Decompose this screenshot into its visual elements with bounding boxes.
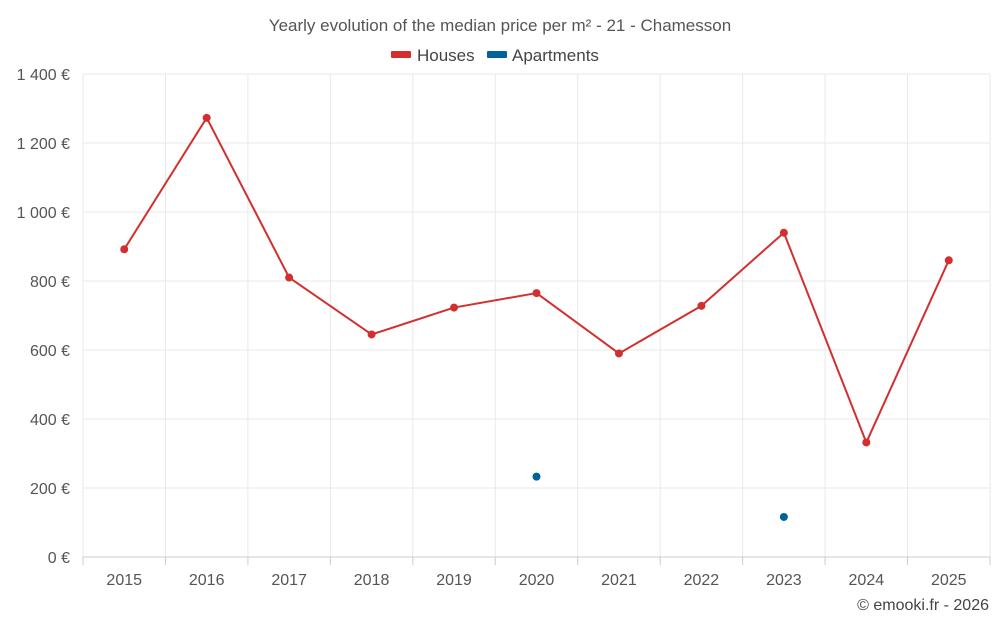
- series-houses: [120, 113, 953, 447]
- y-tick-label: 200 €: [30, 481, 70, 498]
- x-tick-label: 2025: [931, 572, 967, 589]
- chart-title: Yearly evolution of the median price per…: [269, 16, 731, 35]
- data-point-houses-2018[interactable]: [367, 330, 376, 339]
- data-point-houses-2019[interactable]: [450, 303, 459, 312]
- series: [120, 113, 953, 521]
- y-tick-label: 1 400 €: [17, 67, 70, 84]
- axes: 0 € 200 € 400 € 600 € 800 € 1 000 € 1 200 € 1 4…: [17, 67, 991, 589]
- data-point-houses-2024[interactable]: [862, 438, 871, 447]
- legend-swatch-houses: [391, 51, 411, 58]
- x-tick-label: 2024: [849, 572, 885, 589]
- legend-item-houses[interactable]: Houses: [391, 46, 475, 65]
- data-point-houses-2015[interactable]: [120, 245, 129, 254]
- legend-item-apartments[interactable]: Apartments: [487, 46, 599, 65]
- legend-label-houses: Houses: [417, 46, 475, 65]
- x-tick-label: 2015: [106, 572, 142, 589]
- legend: Houses Apartments: [391, 46, 599, 65]
- y-tick-label: 800 €: [30, 274, 70, 291]
- y-tick-label: 400 €: [30, 412, 70, 429]
- x-tick-label: 2020: [519, 572, 555, 589]
- y-tick-label: 600 €: [30, 343, 70, 360]
- x-tick-label: 2023: [766, 572, 802, 589]
- legend-label-apartments: Apartments: [512, 46, 599, 65]
- data-point-houses-2016[interactable]: [202, 113, 211, 122]
- x-tick-label: 2022: [684, 572, 720, 589]
- y-tick-label: 1 000 €: [17, 205, 70, 222]
- x-tick-label: 2019: [436, 572, 472, 589]
- data-point-houses-2025[interactable]: [944, 256, 953, 265]
- legend-swatch-apartments: [487, 51, 507, 58]
- data-point-houses-2021[interactable]: [614, 349, 623, 358]
- x-tick-label: 2021: [601, 572, 637, 589]
- x-tick-label: 2016: [189, 572, 225, 589]
- x-tick-label: 2017: [271, 572, 307, 589]
- data-point-apartments-2023[interactable]: [779, 512, 788, 521]
- data-point-houses-2017[interactable]: [285, 273, 294, 282]
- series-apartments: [532, 472, 788, 521]
- x-tick-label: 2018: [354, 572, 390, 589]
- data-point-houses-2023[interactable]: [779, 228, 788, 237]
- data-point-houses-2022[interactable]: [697, 301, 706, 310]
- y-tick-label: 0 €: [48, 550, 70, 567]
- y-tick-label: 1 200 €: [17, 136, 70, 153]
- data-point-houses-2020[interactable]: [532, 289, 541, 298]
- credit-label: © emooki.fr - 2026: [857, 597, 989, 614]
- grid: [82, 73, 991, 557]
- data-point-apartments-2020[interactable]: [532, 472, 541, 481]
